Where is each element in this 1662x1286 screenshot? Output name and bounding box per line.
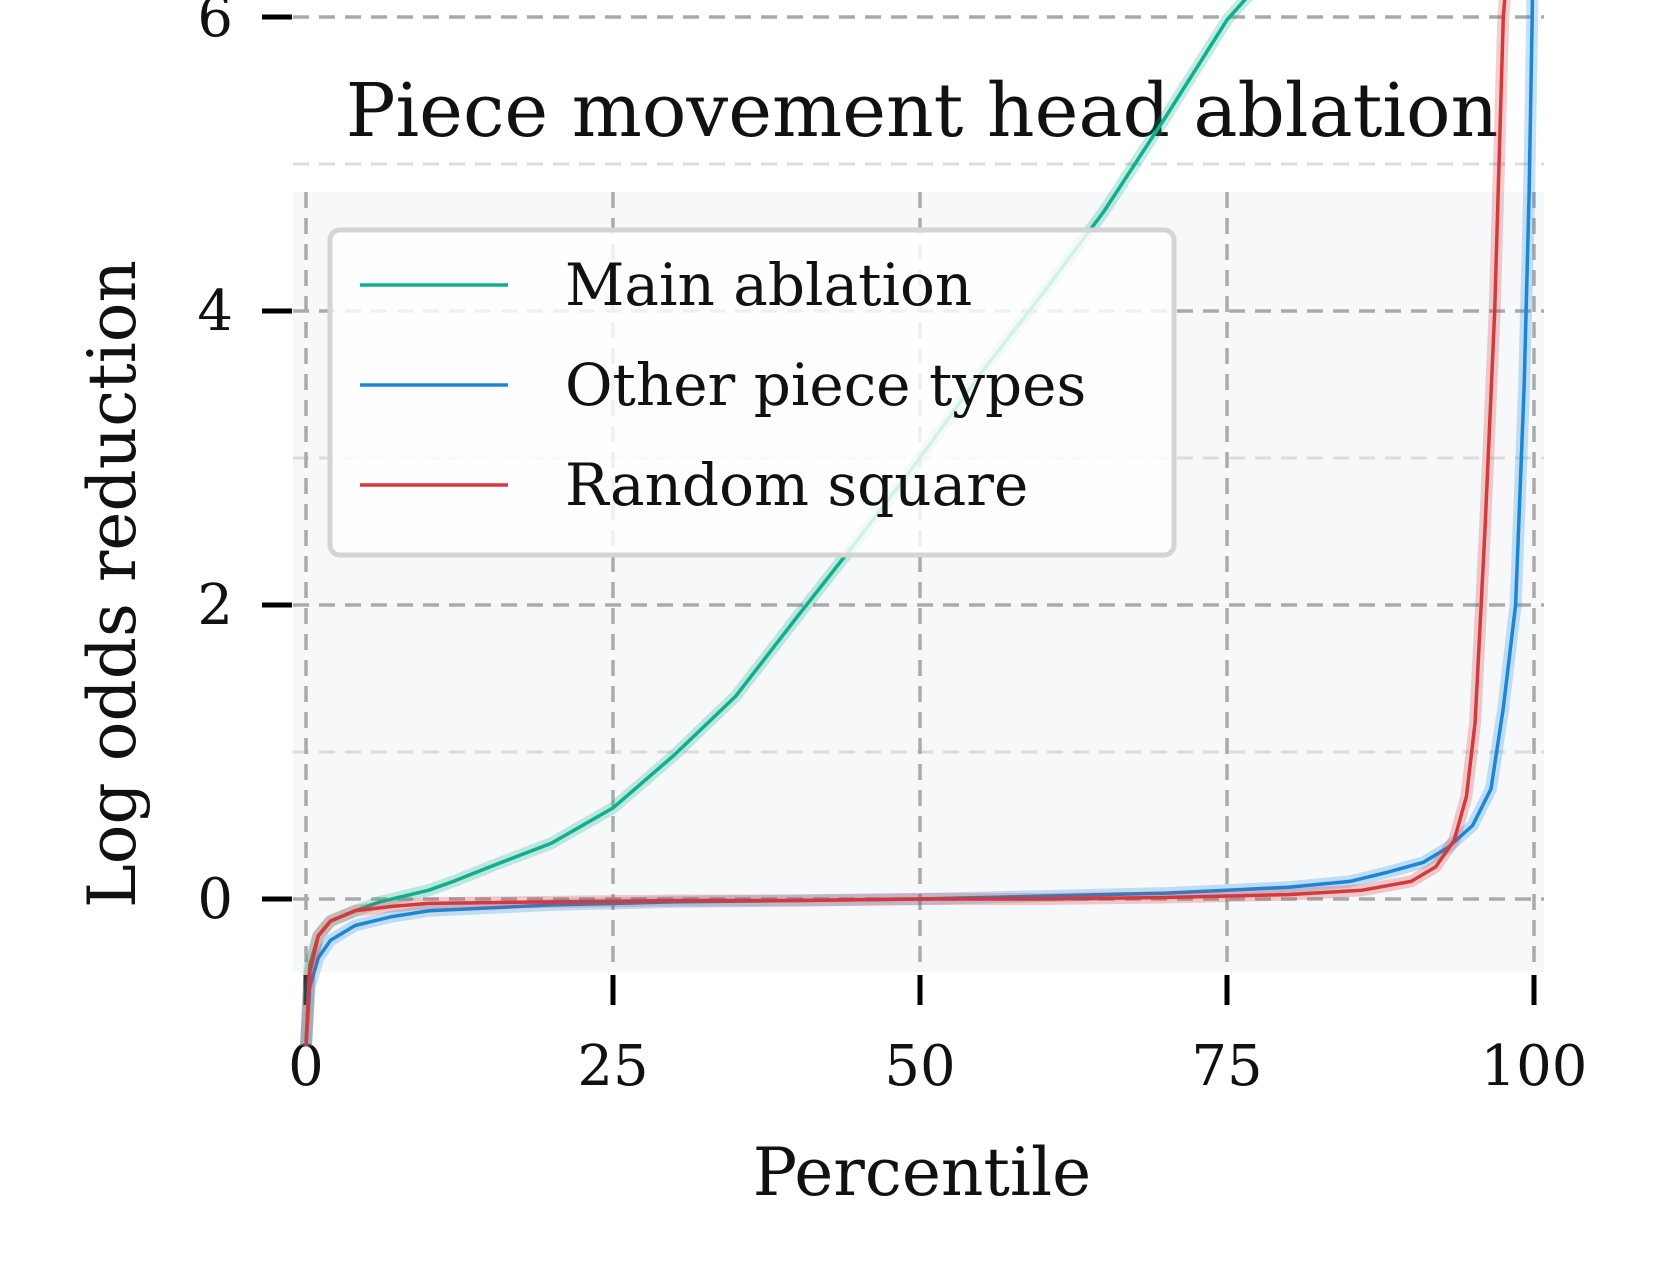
x-tick-label: 25 (577, 1034, 648, 1099)
legend-label-1: Other piece types (565, 351, 1086, 419)
y-tick-label: 4 (197, 279, 233, 344)
x-axis-title: Percentile (753, 1134, 1091, 1211)
series-line-0 (304, 0, 1248, 1047)
y-tick-label: 6 (197, 0, 233, 50)
legend-label-2: Random square (565, 451, 1028, 519)
legend-box (327, 227, 1177, 558)
x-tick-label: 75 (1191, 1034, 1262, 1099)
chart-title: Piece movement head ablation (346, 68, 1499, 154)
legend: Main ablation Other piece types Random squ… (327, 227, 1177, 558)
x-tick-label: 50 (884, 1034, 955, 1099)
y-axis-title: Log odds reduction (74, 260, 151, 908)
x-tick-label: 100 (1481, 1034, 1588, 1099)
y-tick-label: 0 (197, 867, 233, 932)
series-line-1 (304, 0, 1535, 1047)
series-line-2 (304, 0, 1507, 1047)
legend-label-0: Main ablation (565, 251, 972, 319)
y-tick-label: 2 (197, 573, 233, 638)
y-axis-title-group: Log odds reduction (74, 260, 151, 908)
